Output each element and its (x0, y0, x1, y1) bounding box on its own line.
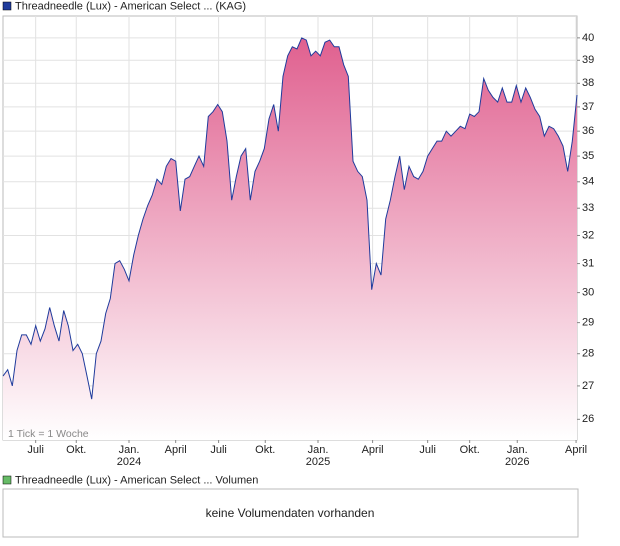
y-tick-label: 37 (582, 101, 594, 113)
y-tick-label: 35 (582, 150, 594, 162)
x-tick-label: Jan. (507, 444, 528, 456)
x-tick-label: Juli (419, 444, 436, 456)
legend-swatch (2, 1, 12, 11)
legend-swatch (2, 475, 12, 485)
legend-label: Threadneedle (Lux) - American Select ...… (15, 0, 246, 12)
x-tick-label: Juli (27, 444, 44, 456)
legend-label: Threadneedle (Lux) - American Select ...… (15, 474, 258, 486)
y-tick-label: 38 (582, 77, 594, 89)
x-tick-label: April (165, 444, 187, 456)
y-tick-label: 34 (582, 176, 594, 188)
x-tick-label: Okt. (460, 444, 480, 456)
y-tick-label: 28 (582, 348, 594, 360)
y-tick-label: 36 (582, 125, 594, 137)
x-tick-label: Juli (210, 444, 227, 456)
annotation: 1 Tick = 1 Woche (8, 428, 89, 440)
y-tick-label: 27 (582, 380, 594, 392)
line (2, 37, 578, 400)
y-tick-label: 32 (582, 229, 594, 241)
y-tick-label: 40 (582, 32, 594, 44)
area (3, 37, 577, 441)
volume-panel (2, 488, 579, 538)
y-tick-label: 29 (582, 317, 594, 329)
y-tick-label: 31 (582, 257, 594, 269)
x-year-label: 2024 (117, 456, 141, 468)
x-tick-label: Okt. (66, 444, 86, 456)
volume-note: keine Volumendaten vorhanden (206, 506, 375, 520)
x-tick-label: April (362, 444, 384, 456)
x-year-label: 2026 (505, 456, 529, 468)
y-tick-label: 33 (582, 202, 594, 214)
x-tick-label: Jan. (308, 444, 329, 456)
x-year-label: 2025 (306, 456, 330, 468)
y-tick-label: 30 (582, 287, 594, 299)
y-tick-label: 26 (582, 413, 594, 425)
y-tick-label: 39 (582, 54, 594, 66)
x-tick-label: Okt. (255, 444, 275, 456)
x-tick-label: April (565, 444, 587, 456)
x-tick-label: Jan. (119, 444, 140, 456)
